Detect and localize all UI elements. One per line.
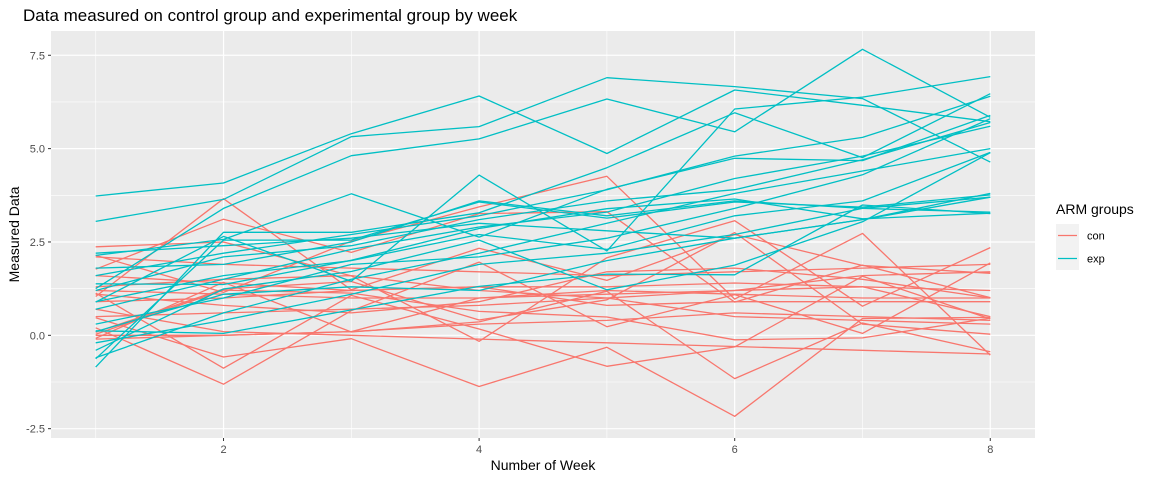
chart-title: Data measured on control group and exper… [23,6,518,25]
plot-panel [51,31,1035,438]
series-line-exp-31 [95,125,991,310]
x-tick-label: 2 [220,444,226,456]
y-tick-label: 7.5 [30,50,45,62]
series-line-exp-40 [95,147,991,359]
y-tick-label: -2.5 [26,424,45,436]
series-line-exp-35 [95,196,991,344]
x-axis: 2 4 6 8 [220,438,993,456]
series-line-exp-21 [95,89,991,197]
series-line-exp-37 [95,151,991,303]
series-line-exp-28 [95,198,991,286]
legend-title: ARM groups [1056,201,1134,217]
x-tick-label: 6 [732,444,738,456]
series-line-con-19 [95,274,991,292]
series-line-con-20 [95,312,991,336]
series-layer [95,48,991,417]
series-line-con-8 [95,281,991,380]
legend-label-exp: exp [1087,254,1105,266]
x-tick-label: 4 [476,444,482,456]
series-line-con-6 [95,220,991,342]
y-tick-label: 5.0 [30,144,45,156]
series-line-exp-34 [95,121,991,292]
series-line-exp-39 [95,200,991,269]
series-line-exp-38 [95,196,991,333]
y-tick-label: 2.5 [30,237,45,249]
series-line-con-18 [95,308,991,355]
series-line-con-9 [95,231,991,335]
y-axis: -2.5 0.0 2.5 5.0 7.5 [26,50,51,436]
legend-label-con: con [1087,231,1105,243]
series-line-exp-30 [95,152,991,351]
y-tick-label: 0.0 [30,330,45,342]
series-line-exp-23 [95,48,991,290]
series-line-con-12 [95,256,991,277]
x-tick-label: 8 [987,444,993,456]
series-line-con-14 [95,297,991,325]
legend: ARM groups con exp [1056,201,1134,270]
x-axis-title: Number of Week [491,457,597,473]
series-line-exp-36 [95,95,991,277]
series-line-exp-29 [95,204,991,335]
series-line-con-5 [95,316,991,417]
y-axis-title: Measured Data [6,186,22,282]
series-line-exp-22 [95,77,991,223]
